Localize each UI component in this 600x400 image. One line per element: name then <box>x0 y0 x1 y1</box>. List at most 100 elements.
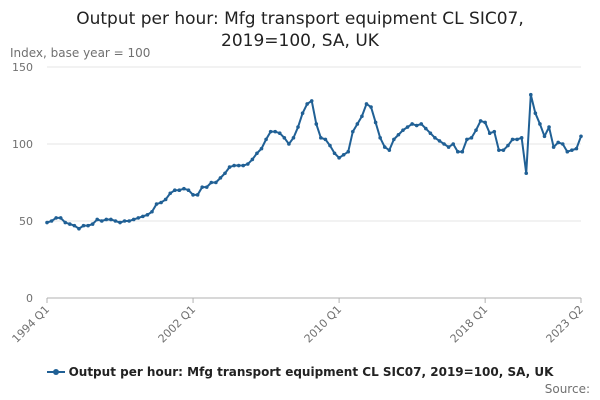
data-point[interactable] <box>538 122 542 126</box>
data-point[interactable] <box>323 137 328 142</box>
data-point[interactable] <box>241 163 246 168</box>
data-point[interactable] <box>497 148 501 152</box>
data-point[interactable] <box>355 122 360 126</box>
data-point[interactable] <box>273 129 278 134</box>
data-point[interactable] <box>163 197 168 202</box>
data-point[interactable] <box>250 157 255 162</box>
data-point[interactable] <box>305 102 309 106</box>
data-point[interactable] <box>446 145 451 149</box>
data-point[interactable] <box>291 136 296 140</box>
data-point[interactable] <box>109 217 113 222</box>
data-point[interactable] <box>373 120 378 125</box>
data-point[interactable] <box>300 111 305 115</box>
data-point[interactable] <box>442 142 446 146</box>
data-point[interactable] <box>560 142 565 146</box>
data-point[interactable] <box>437 139 442 143</box>
data-point[interactable] <box>424 126 428 131</box>
data-point[interactable] <box>168 191 173 196</box>
data-point[interactable] <box>72 223 77 228</box>
data-point[interactable] <box>141 214 145 219</box>
data-point[interactable] <box>145 213 150 217</box>
data-point[interactable] <box>469 136 474 140</box>
data-point[interactable] <box>556 140 560 145</box>
data-point[interactable] <box>405 125 410 129</box>
data-point[interactable] <box>337 156 341 160</box>
data-point[interactable] <box>341 152 346 157</box>
data-point[interactable] <box>99 219 104 223</box>
data-point[interactable] <box>579 134 583 139</box>
data-point[interactable] <box>218 176 223 180</box>
data-point[interactable] <box>378 136 382 140</box>
data-point[interactable] <box>419 122 424 126</box>
data-point[interactable] <box>542 134 547 139</box>
data-point[interactable] <box>296 125 300 129</box>
data-point[interactable] <box>474 128 478 132</box>
data-point[interactable] <box>95 217 100 222</box>
data-point[interactable] <box>551 145 556 149</box>
data-point[interactable] <box>214 180 218 185</box>
data-point[interactable] <box>81 223 86 228</box>
data-point[interactable] <box>246 162 250 166</box>
data-point[interactable] <box>369 105 373 109</box>
data-point[interactable] <box>200 185 204 189</box>
data-point[interactable] <box>86 223 90 228</box>
data-point[interactable] <box>68 222 72 226</box>
data-point[interactable] <box>414 123 419 128</box>
data-point[interactable] <box>154 202 159 206</box>
data-point[interactable] <box>236 163 241 168</box>
data-point[interactable] <box>478 119 483 123</box>
data-point[interactable] <box>533 111 538 115</box>
data-point[interactable] <box>510 137 515 142</box>
data-point[interactable] <box>209 180 214 185</box>
data-point[interactable] <box>506 143 510 148</box>
data-point[interactable] <box>223 171 227 176</box>
data-point[interactable] <box>328 143 332 148</box>
data-point[interactable] <box>177 188 182 192</box>
data-point[interactable] <box>90 222 95 226</box>
data-point[interactable] <box>501 148 506 152</box>
data-point[interactable] <box>428 131 433 136</box>
data-point[interactable] <box>451 142 456 146</box>
data-point[interactable] <box>574 146 579 151</box>
data-point[interactable] <box>433 136 437 140</box>
data-point[interactable] <box>392 137 396 142</box>
data-point[interactable] <box>410 122 414 126</box>
data-point[interactable] <box>58 216 63 220</box>
data-point[interactable] <box>382 145 387 149</box>
data-point[interactable] <box>524 171 529 176</box>
data-point[interactable] <box>159 200 163 205</box>
data-point[interactable] <box>360 114 364 119</box>
data-point[interactable] <box>515 137 519 142</box>
data-point[interactable] <box>49 219 54 223</box>
data-point[interactable] <box>483 120 487 125</box>
data-point[interactable] <box>227 165 232 169</box>
data-point[interactable] <box>465 137 469 142</box>
data-point[interactable] <box>519 136 524 140</box>
data-point[interactable] <box>259 146 264 151</box>
data-point[interactable] <box>487 131 492 136</box>
data-point[interactable] <box>547 125 551 129</box>
data-point[interactable] <box>204 185 209 189</box>
data-point[interactable] <box>63 220 68 225</box>
data-point[interactable] <box>277 131 282 136</box>
data-point[interactable] <box>54 216 58 220</box>
data-point[interactable] <box>118 220 122 225</box>
data-point[interactable] <box>332 151 337 156</box>
data-point[interactable] <box>570 148 574 152</box>
data-point[interactable] <box>492 129 497 134</box>
data-point[interactable] <box>287 142 291 146</box>
data-point[interactable] <box>387 148 392 152</box>
data-point[interactable] <box>186 188 191 192</box>
data-point[interactable] <box>565 149 570 154</box>
data-point[interactable] <box>104 217 109 222</box>
data-point[interactable] <box>460 149 465 154</box>
data-point[interactable] <box>309 99 314 103</box>
data-point[interactable] <box>45 220 49 225</box>
data-point[interactable] <box>122 219 127 223</box>
data-point[interactable] <box>319 136 323 140</box>
data-point[interactable] <box>364 102 369 106</box>
data-point[interactable] <box>131 217 136 222</box>
data-point[interactable] <box>314 122 319 126</box>
data-point[interactable] <box>172 188 177 192</box>
data-point[interactable] <box>113 219 118 223</box>
